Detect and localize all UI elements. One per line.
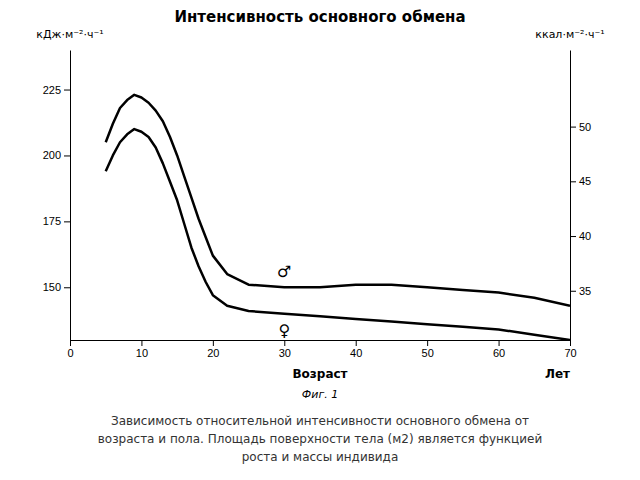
x-axis-tick-label: 70 bbox=[564, 347, 576, 359]
x-unit-label: Лет bbox=[545, 367, 570, 381]
caption-line: роста и массы индивида bbox=[242, 450, 398, 464]
y-axis-tick: 150 bbox=[43, 281, 70, 293]
y-axis-tick: 200 bbox=[43, 149, 70, 161]
series-labels: ♂♀ bbox=[277, 262, 291, 339]
y2-axis-tick-label: 35 bbox=[579, 285, 591, 297]
y-axis-tick-mark bbox=[64, 221, 70, 222]
x-axis-tick: 10 bbox=[136, 340, 148, 359]
y2-axis-line bbox=[570, 51, 571, 341]
x-axis-tick-mark bbox=[427, 340, 428, 346]
y-axis: 150 175 200 225 bbox=[43, 51, 71, 341]
y2-axis-tick-mark bbox=[570, 236, 576, 237]
y2-axis-tick: 40 bbox=[570, 230, 591, 242]
x-axis: 0 10 20 30 40 50 60 70 bbox=[67, 340, 576, 359]
y-axis-line bbox=[70, 51, 71, 341]
y-axis-tick-mark bbox=[64, 287, 70, 288]
figure-label: Фиг. 1 bbox=[302, 388, 338, 401]
y2-axis-tick-mark bbox=[570, 127, 576, 128]
x-axis-label: Возраст bbox=[292, 367, 347, 381]
y2-axis-tick-mark bbox=[570, 291, 576, 292]
series-line bbox=[106, 129, 570, 340]
plot-area: 01020304050607015017520022535404550♂♀ bbox=[43, 51, 592, 359]
series-label: ♂ bbox=[277, 262, 291, 281]
x-axis-tick: 40 bbox=[350, 340, 362, 359]
y-axis-tick-label: 175 bbox=[43, 215, 61, 227]
y2-axis-tick-label: 45 bbox=[579, 175, 591, 187]
x-axis-tick-label: 10 bbox=[136, 347, 148, 359]
x-axis-tick-label: 40 bbox=[350, 347, 362, 359]
y-axis-tick-mark bbox=[64, 155, 70, 156]
y2-axis-tick: 35 bbox=[570, 285, 591, 297]
y-axis-tick: 175 bbox=[43, 215, 70, 227]
x-axis-tick: 60 bbox=[493, 340, 505, 359]
x-axis-tick: 0 bbox=[67, 340, 73, 359]
y2-axis-tick: 45 bbox=[570, 175, 591, 187]
x-axis-tick-label: 30 bbox=[279, 347, 291, 359]
y-axis-tick-label: 150 bbox=[43, 281, 61, 293]
chart: 01020304050607015017520022535404550♂♀Инт… bbox=[0, 0, 640, 480]
y-axis-tick-label: 200 bbox=[43, 149, 61, 161]
caption-line: Зависимость относительной интенсивности … bbox=[111, 414, 529, 428]
x-axis-tick-mark bbox=[213, 340, 214, 346]
caption-line: возраста и пола. Площадь поверхности тел… bbox=[98, 432, 542, 446]
x-axis-tick-label: 20 bbox=[207, 347, 219, 359]
y2-axis-tick: 50 bbox=[570, 121, 591, 133]
x-axis-tick: 20 bbox=[207, 340, 219, 359]
x-axis-tick-mark bbox=[499, 340, 500, 346]
x-axis-tick-label: 60 bbox=[493, 347, 505, 359]
x-axis-line bbox=[71, 340, 571, 341]
y2-axis-tick-mark bbox=[570, 181, 576, 182]
lines bbox=[106, 95, 570, 340]
x-axis-tick-label: 0 bbox=[67, 347, 73, 359]
y-axis-tick: 225 bbox=[43, 84, 70, 96]
x-axis-tick: 50 bbox=[422, 340, 434, 359]
x-axis-tick: 30 bbox=[279, 340, 291, 359]
y2-axis-tick-label: 40 bbox=[579, 230, 591, 242]
y-axis-label: кДж·м⁻²·ч⁻¹ bbox=[36, 28, 103, 41]
y2-axis-tick-label: 50 bbox=[579, 121, 591, 133]
series-line bbox=[106, 95, 570, 306]
x-axis-tick: 70 bbox=[564, 340, 576, 359]
y2-axis-label: ккал·м⁻²·ч⁻¹ bbox=[535, 28, 604, 41]
x-axis-tick-label: 50 bbox=[422, 347, 434, 359]
y-axis-tick-label: 225 bbox=[43, 84, 61, 96]
x-axis-tick-mark bbox=[570, 340, 571, 346]
x-axis-tick-mark bbox=[356, 340, 357, 346]
y-axis-tick-mark bbox=[64, 90, 70, 91]
y2-axis: 35 40 45 50 bbox=[570, 51, 591, 341]
title: Интенсивность основного обмена bbox=[174, 8, 465, 26]
x-axis-tick-mark bbox=[141, 340, 142, 346]
x-axis-tick-mark bbox=[70, 340, 71, 346]
series-label: ♀ bbox=[278, 321, 290, 340]
x-axis-tick-mark bbox=[284, 340, 285, 346]
